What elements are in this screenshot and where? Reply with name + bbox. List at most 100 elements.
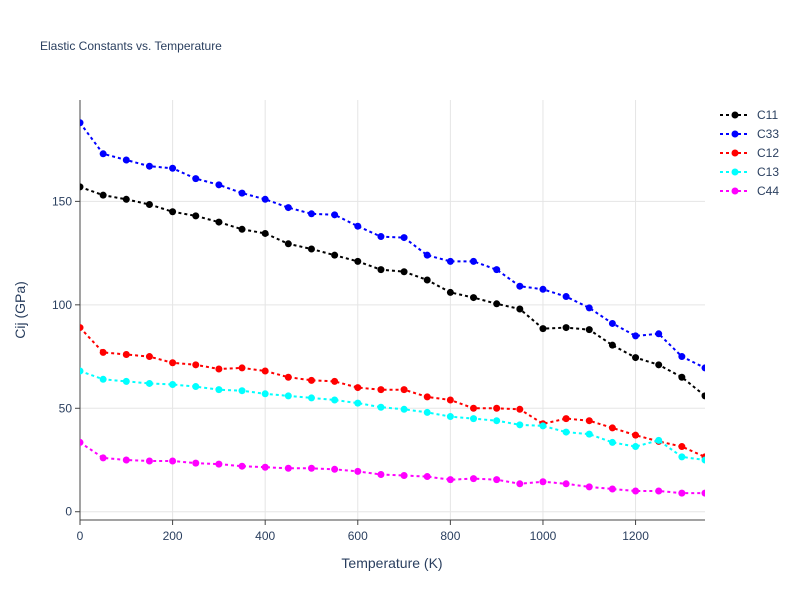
data-point-c11 [99, 191, 107, 199]
series-c33 [80, 119, 705, 372]
data-point-c11 [632, 354, 640, 362]
legend-label: C13 [757, 165, 779, 179]
series-c44 [80, 438, 705, 497]
data-point-c13 [284, 392, 292, 400]
data-point-c33 [446, 257, 454, 265]
data-point-c12 [238, 364, 246, 372]
data-point-c44 [585, 483, 593, 491]
data-point-c44 [215, 460, 223, 468]
legend-marker [731, 168, 739, 176]
y-tick-label: 100 [52, 298, 72, 312]
data-point-c13 [608, 438, 616, 446]
data-point-c33 [192, 175, 200, 183]
data-point-c44 [238, 462, 246, 470]
data-point-c13 [701, 456, 705, 464]
data-point-c12 [377, 386, 385, 394]
data-point-c11 [331, 251, 339, 259]
data-point-c33 [539, 285, 547, 293]
data-point-c44 [192, 459, 200, 467]
data-point-c13 [145, 379, 153, 387]
data-point-c12 [354, 384, 362, 392]
data-point-c11 [377, 266, 385, 274]
data-point-c11 [516, 305, 524, 313]
data-point-c13 [493, 417, 501, 425]
data-point-c12 [215, 365, 223, 373]
data-point-c11 [423, 276, 431, 284]
data-point-c33 [80, 119, 84, 127]
data-point-c44 [608, 485, 616, 493]
chart-title: Elastic Constants vs. Temperature [40, 39, 222, 53]
y-tick-label: 0 [65, 505, 72, 519]
data-point-c44 [284, 464, 292, 472]
legend-label: C44 [757, 184, 779, 198]
data-point-c12 [145, 353, 153, 361]
data-point-c33 [655, 330, 663, 338]
series-line-c33 [80, 122, 705, 369]
y-tick-label: 50 [59, 401, 73, 415]
data-point-c12 [99, 348, 107, 356]
data-point-c12 [122, 350, 130, 358]
data-point-c13 [516, 421, 524, 429]
data-point-c13 [585, 430, 593, 438]
data-point-c13 [192, 383, 200, 391]
data-point-c33 [423, 251, 431, 259]
x-tick-label: 800 [440, 529, 460, 543]
data-point-c11 [261, 229, 269, 237]
data-point-c33 [307, 210, 315, 218]
data-point-c13 [238, 387, 246, 395]
data-point-c44 [400, 472, 408, 480]
data-point-c12 [493, 404, 501, 412]
legend-item-c12: C12 [720, 146, 779, 160]
data-point-c44 [354, 467, 362, 475]
series-c13 [80, 367, 705, 464]
data-point-c33 [516, 282, 524, 290]
series-c11 [80, 183, 705, 400]
data-point-c44 [701, 489, 705, 497]
data-point-c12 [446, 396, 454, 404]
data-point-c33 [470, 257, 478, 265]
data-point-c11 [400, 268, 408, 276]
data-point-c13 [423, 408, 431, 416]
data-point-c44 [122, 456, 130, 464]
x-tick-label: 1000 [530, 529, 557, 543]
data-point-c12 [632, 431, 640, 439]
data-point-c12 [608, 424, 616, 432]
data-point-c11 [169, 208, 177, 216]
legend-marker [731, 187, 739, 195]
legend-marker [731, 149, 739, 157]
data-point-c11 [145, 200, 153, 208]
data-point-c13 [215, 386, 223, 394]
data-point-c12 [307, 376, 315, 384]
data-point-c13 [354, 399, 362, 407]
data-point-c33 [377, 233, 385, 241]
legend-item-c13: C13 [720, 165, 779, 179]
legend-label: C12 [757, 146, 779, 160]
data-point-c33 [331, 211, 339, 219]
legend-item-c11: C11 [720, 108, 778, 122]
data-point-c11 [354, 257, 362, 265]
data-point-c12 [261, 367, 269, 375]
x-tick-label: 400 [255, 529, 275, 543]
legend-item-c33: C33 [720, 127, 779, 141]
data-point-c44 [516, 480, 524, 488]
data-point-c11 [608, 341, 616, 349]
y-tick-label: 150 [52, 194, 72, 208]
data-point-c13 [539, 422, 547, 430]
data-point-c11 [539, 325, 547, 333]
data-point-c13 [446, 413, 454, 421]
data-point-c11 [192, 212, 200, 220]
data-point-c44 [377, 470, 385, 478]
data-point-c11 [215, 218, 223, 226]
series-group [80, 119, 705, 497]
series-line-c11 [80, 185, 705, 397]
data-point-c13 [678, 453, 686, 461]
data-point-c11 [470, 294, 478, 302]
series-line-c44 [80, 441, 705, 495]
data-point-c44 [331, 465, 339, 473]
data-point-c13 [400, 405, 408, 413]
data-point-c33 [215, 181, 223, 189]
data-point-c33 [678, 353, 686, 361]
data-point-c44 [80, 438, 84, 446]
data-point-c11 [446, 288, 454, 296]
